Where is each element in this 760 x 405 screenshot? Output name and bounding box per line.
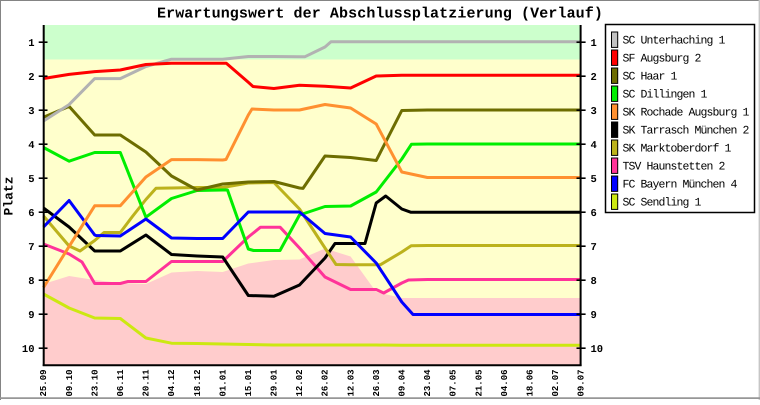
svg-text:7: 7 xyxy=(591,242,597,254)
svg-text:SC Dillingen 1: SC Dillingen 1 xyxy=(623,88,708,101)
svg-text:SK Rochade Augsburg 1: SK Rochade Augsburg 1 xyxy=(623,106,750,119)
svg-text:Erwartungswert der Abschlusspl: Erwartungswert der Abschlussplatzierung … xyxy=(157,6,603,23)
svg-text:21.05: 21.05 xyxy=(474,369,484,396)
svg-text:10: 10 xyxy=(22,344,35,356)
svg-text:7: 7 xyxy=(28,242,34,254)
svg-text:4: 4 xyxy=(28,140,34,152)
svg-text:23.10: 23.10 xyxy=(90,369,100,396)
svg-text:FC Bayern München 4: FC Bayern München 4 xyxy=(623,178,738,191)
svg-text:Platz: Platz xyxy=(2,176,17,215)
svg-text:01.01: 01.01 xyxy=(218,369,228,397)
svg-text:2: 2 xyxy=(28,72,34,84)
svg-text:09.04: 09.04 xyxy=(398,369,408,397)
svg-text:15.01: 15.01 xyxy=(244,369,254,397)
svg-text:4: 4 xyxy=(591,140,597,152)
svg-text:06.11: 06.11 xyxy=(116,369,126,397)
svg-text:18.12: 18.12 xyxy=(193,369,203,396)
svg-text:SK Tarrasch München 2: SK Tarrasch München 2 xyxy=(623,124,750,137)
svg-text:5: 5 xyxy=(591,174,597,186)
svg-text:12.03: 12.03 xyxy=(346,369,356,396)
svg-text:SK Marktoberdorf 1: SK Marktoberdorf 1 xyxy=(623,142,732,155)
svg-text:12.02: 12.02 xyxy=(295,369,305,396)
svg-text:26.02: 26.02 xyxy=(321,369,331,396)
svg-text:2: 2 xyxy=(591,72,597,84)
svg-text:SC Haar 1: SC Haar 1 xyxy=(623,70,678,83)
svg-text:23.04: 23.04 xyxy=(423,369,433,397)
svg-text:09.07: 09.07 xyxy=(577,369,587,396)
svg-text:3: 3 xyxy=(591,106,597,118)
svg-text:25.09: 25.09 xyxy=(39,369,49,396)
svg-text:6: 6 xyxy=(28,208,34,220)
svg-text:8: 8 xyxy=(591,276,597,288)
svg-text:9: 9 xyxy=(28,310,34,322)
svg-text:29.01: 29.01 xyxy=(270,369,280,397)
svg-text:TSV Haunstetten 2: TSV Haunstetten 2 xyxy=(623,160,726,173)
svg-text:26.03: 26.03 xyxy=(372,369,382,396)
svg-text:20.11: 20.11 xyxy=(142,369,152,397)
svg-text:1: 1 xyxy=(28,38,34,50)
svg-text:SC Sendling 1: SC Sendling 1 xyxy=(623,196,702,209)
svg-text:10: 10 xyxy=(591,344,604,356)
svg-text:18.06: 18.06 xyxy=(526,369,536,396)
svg-text:SF Augsburg 2: SF Augsburg 2 xyxy=(623,52,702,65)
svg-text:09.10: 09.10 xyxy=(65,369,75,396)
svg-text:04.12: 04.12 xyxy=(167,369,177,396)
svg-text:3: 3 xyxy=(28,106,34,118)
svg-text:6: 6 xyxy=(591,208,597,220)
svg-text:SC Unterhaching 1: SC Unterhaching 1 xyxy=(623,34,726,47)
svg-text:1: 1 xyxy=(591,38,597,50)
svg-text:5: 5 xyxy=(28,174,34,186)
svg-text:07.05: 07.05 xyxy=(449,369,459,396)
svg-text:8: 8 xyxy=(28,276,34,288)
svg-text:04.06: 04.06 xyxy=(500,369,510,396)
svg-text:02.07: 02.07 xyxy=(551,369,561,396)
svg-text:9: 9 xyxy=(591,310,597,322)
